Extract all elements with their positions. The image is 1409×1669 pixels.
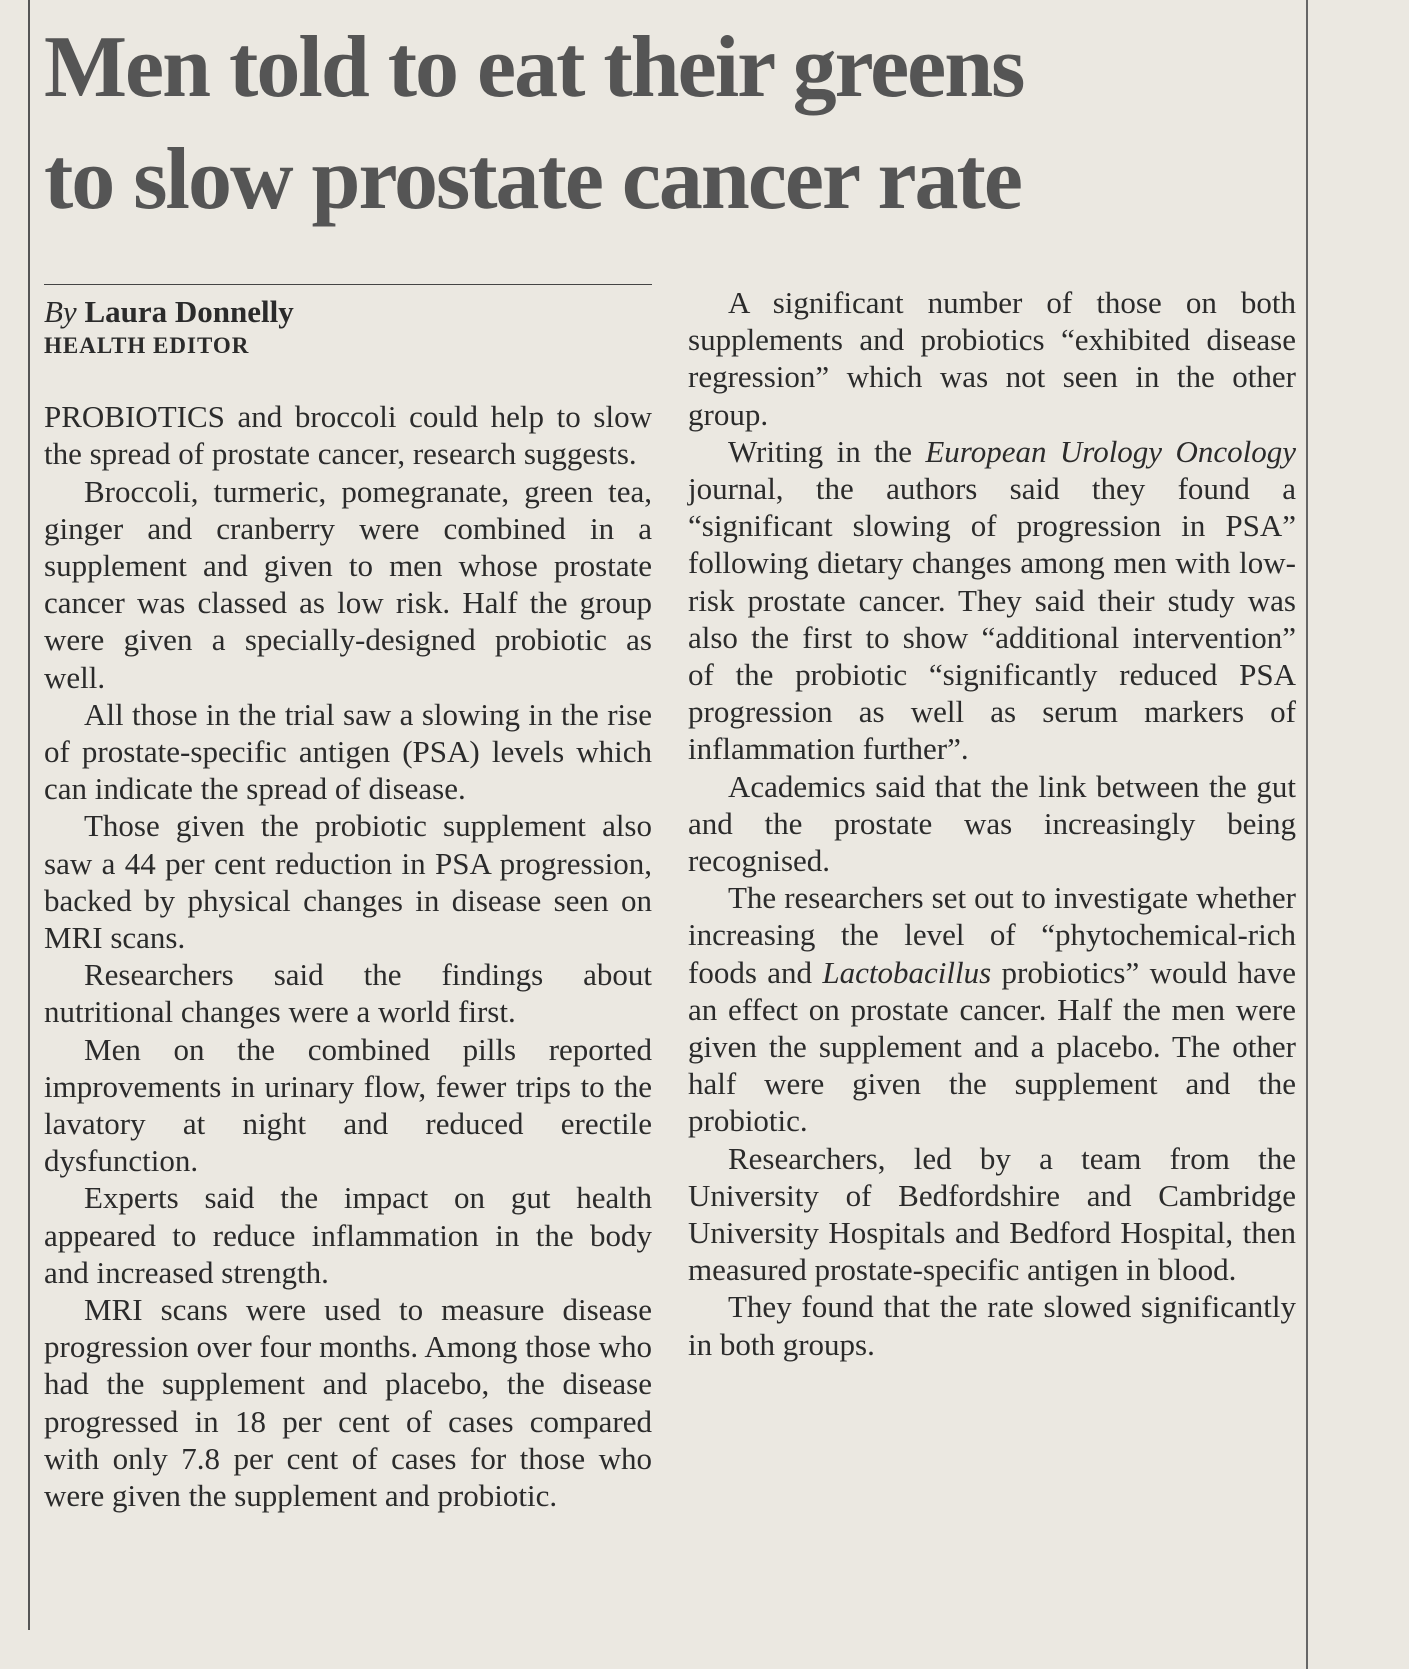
headline-line: Men told to eat their greens xyxy=(44,19,1025,116)
paragraph: Experts said the impact on gut health ap… xyxy=(44,1180,652,1290)
text: journal, the authors said they found a “… xyxy=(688,471,1296,767)
paragraph: Academics said that the link between the… xyxy=(688,768,1296,879)
text: Writing in the xyxy=(728,433,926,469)
column-rule xyxy=(1306,0,1308,1669)
journal-title: European Urology Oncology xyxy=(925,433,1296,469)
paragraph: MRI scans were used to measure disease p… xyxy=(44,1292,652,1514)
paragraph: Men on the combined pills reported impro… xyxy=(44,1031,652,1179)
author-name: Laura Donnelly xyxy=(84,294,294,329)
article-body: By Laura Donnelly HEALTH EDITOR PROBIOTI… xyxy=(44,284,1296,1546)
paragraph: Those given the probiotic supplement als… xyxy=(44,808,652,956)
column-rule xyxy=(28,0,30,1630)
paragraph: Researchers said the findings about nutr… xyxy=(44,957,652,1030)
author: By Laura Donnelly xyxy=(44,293,652,330)
text: probiotics” would have an effect on pros… xyxy=(688,954,1296,1139)
paragraph: They found that the rate slowed signific… xyxy=(688,1289,1296,1362)
paragraph: Broccoli, turmeric, pomegranate, green t… xyxy=(44,473,652,695)
paragraph: A significant number of those on both su… xyxy=(688,285,1296,432)
author-role: HEALTH EDITOR xyxy=(44,333,250,359)
paragraph: Researchers, led by a team from the Univ… xyxy=(688,1140,1296,1288)
by: By xyxy=(44,294,77,329)
paragraph: All those in the trial saw a slowing in … xyxy=(44,696,652,807)
species-name: Lactobacillus xyxy=(822,954,992,990)
text: The researchers set out to investigate w… xyxy=(688,880,1296,990)
paragraph: The researchers set out to investigate w… xyxy=(688,879,1296,1139)
paragraph: PROBIOTICS and broccoli could help to sl… xyxy=(44,399,652,472)
byline: By Laura Donnelly HEALTH EDITOR xyxy=(44,284,652,362)
paragraph: Writing in the European Urology Oncology… xyxy=(688,433,1296,768)
headline: Men told to eat their greens to slow pro… xyxy=(44,12,1284,236)
headline-line: to slow prostate cancer rate xyxy=(44,131,1023,228)
